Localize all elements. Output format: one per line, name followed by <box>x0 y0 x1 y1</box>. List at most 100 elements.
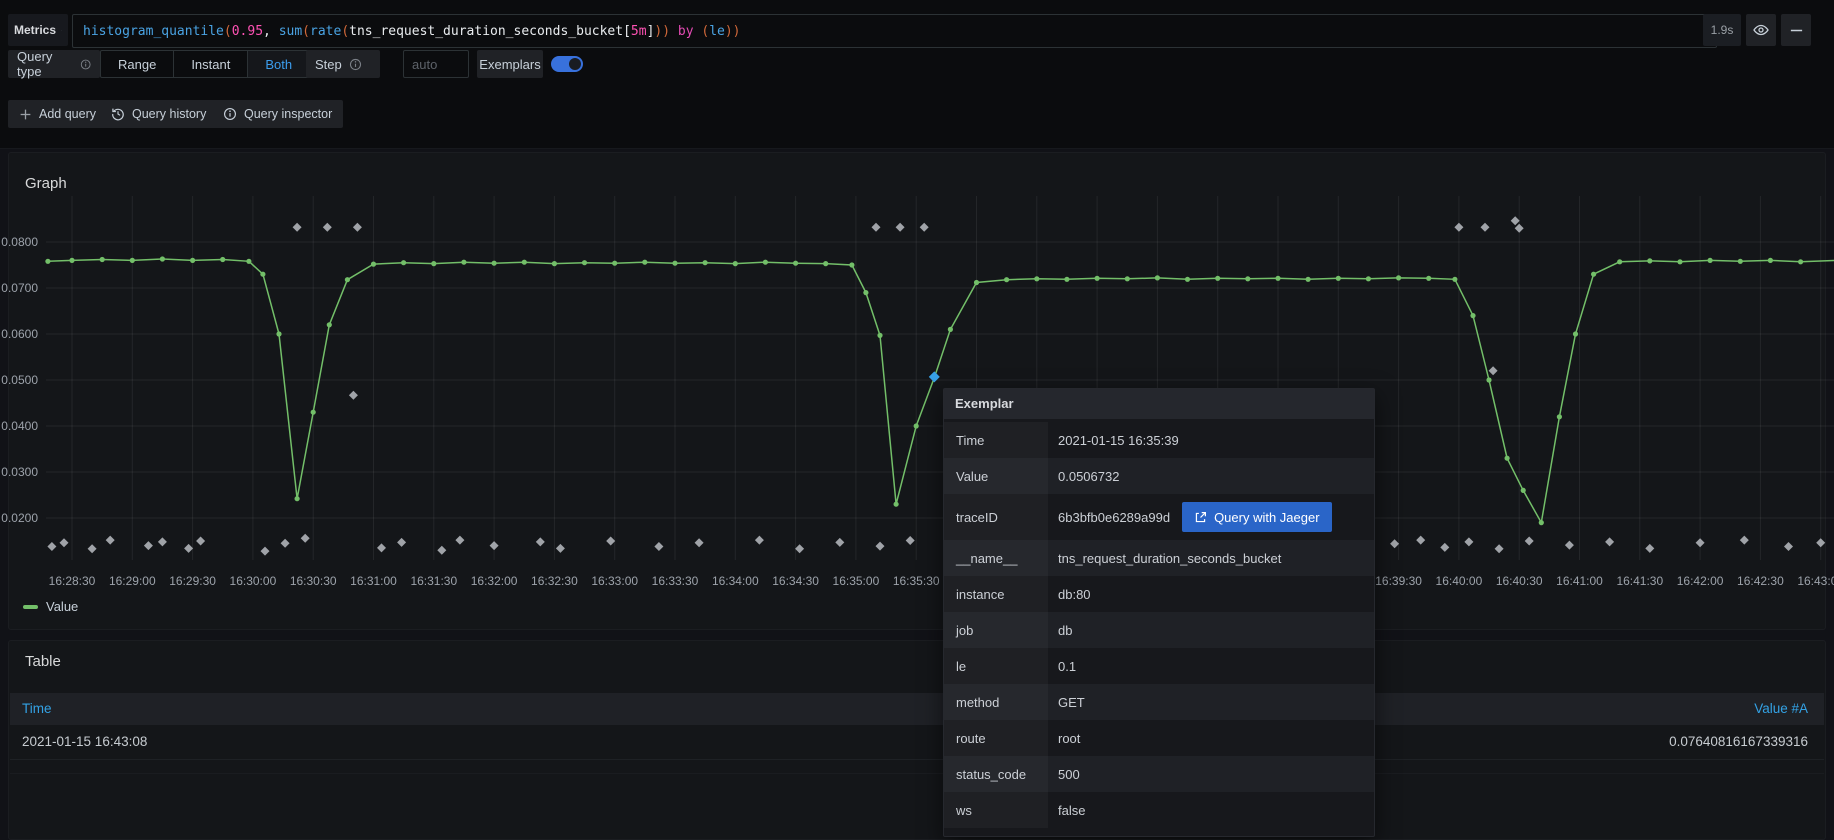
tooltip-value-text: 6b3bfb0e6289a99d <box>1058 509 1171 525</box>
tooltip-row-value: 0.0506732 <box>1048 458 1374 494</box>
exemplars-label: Exemplars <box>477 50 543 78</box>
tooltip-row: Value 0.0506732 <box>944 458 1374 494</box>
step-label: Step <box>306 50 380 78</box>
table-header-time[interactable]: Time <box>22 701 52 716</box>
query-token: 5m <box>630 23 647 39</box>
query-editor-text: histogram_quantile(0.95, sum(rate(tns_re… <box>83 24 741 39</box>
tooltip-row: status_code 500 <box>944 756 1374 792</box>
tooltip-row: __name__ tns_request_duration_seconds_buc… <box>944 540 1374 576</box>
plus-icon <box>20 109 31 119</box>
exemplars-toggle[interactable] <box>551 56 583 72</box>
query-token: )) <box>724 23 741 39</box>
query-token: ( <box>223 23 232 39</box>
tooltip-row-label: __name__ <box>944 540 1048 576</box>
step-input[interactable] <box>403 50 469 78</box>
exemplar-tooltip-rows: Time 2021-01-15 16:35:39 Value 0.0506732 tra… <box>944 419 1374 836</box>
query-type-both[interactable]: Both <box>247 51 310 77</box>
tooltip-row: job db <box>944 612 1374 648</box>
query-token: 0.95 <box>231 23 264 39</box>
query-type-range[interactable]: Range <box>101 51 173 77</box>
hide-response-button[interactable] <box>1746 14 1776 46</box>
tooltip-row-label: method <box>944 684 1048 720</box>
minus-icon <box>1790 29 1802 31</box>
tooltip-value-text: false <box>1058 802 1086 818</box>
tooltip-row-label: route <box>944 720 1048 756</box>
tooltip-value-text: 2021-01-15 16:35:39 <box>1058 432 1179 448</box>
table-panel: Table Time Value #A 2021-01-15 16:43:08 … <box>8 640 1826 840</box>
remove-query-button[interactable] <box>1781 14 1811 46</box>
tooltip-row-label: job <box>944 612 1048 648</box>
query-inspector-button[interactable]: Query inspector <box>212 100 344 128</box>
tooltip-row-label: ws <box>944 792 1048 828</box>
tooltip-row-value: tns_request_duration_seconds_bucket <box>1048 540 1374 576</box>
toggle-knob <box>569 58 581 70</box>
tooltip-row-value: 0.1 <box>1048 648 1374 684</box>
query-token: )) <box>654 23 671 39</box>
tooltip-row-label: traceID <box>944 494 1048 540</box>
query-type-instant[interactable]: Instant <box>173 51 247 77</box>
add-query-button[interactable]: Add query <box>8 100 107 128</box>
tooltip-value-text: db:80 <box>1058 586 1091 602</box>
tooltip-row-value: 6b3bfb0e6289a99d Query with Jaeger <box>1048 494 1374 540</box>
query-token: histogram_quantile <box>83 23 224 39</box>
graph-legend-item[interactable]: Value <box>23 599 78 614</box>
query-token: by <box>670 23 702 39</box>
tooltip-row-value: 500 <box>1048 756 1374 792</box>
query-token: rate <box>310 23 342 39</box>
table-panel-title: Table <box>25 653 61 670</box>
tooltip-value-text: GET <box>1058 694 1085 710</box>
tooltip-row-value: false <box>1048 792 1374 828</box>
tooltip-row: route root <box>944 720 1374 756</box>
graph-panel-title: Graph <box>25 175 67 192</box>
query-history-button[interactable]: Query history <box>100 100 218 128</box>
datasource-picker[interactable]: Metrics <box>8 14 68 46</box>
query-token: ( <box>701 23 710 39</box>
table-header-value[interactable]: Value #A <box>1754 701 1808 716</box>
tooltip-value-text: 500 <box>1058 766 1080 782</box>
query-token: ( <box>302 23 310 39</box>
datasource-label: Metrics <box>14 23 57 37</box>
tooltip-row-label: instance <box>944 576 1048 612</box>
tooltip-value-text: 0.0506732 <box>1058 468 1120 484</box>
tooltip-row: le 0.1 <box>944 648 1374 684</box>
query-type-radio-group: Range Instant Both <box>100 50 311 78</box>
query-editor[interactable]: histogram_quantile(0.95, sum(rate(tns_re… <box>72 14 1717 48</box>
query-with-jaeger-button[interactable]: Query with Jaeger <box>1182 502 1332 532</box>
history-icon <box>112 108 124 121</box>
tooltip-row: method GET <box>944 684 1374 720</box>
tooltip-row-value: db:80 <box>1048 576 1374 612</box>
query-token: ( <box>341 23 350 39</box>
chevron-down-icon <box>61 29 62 31</box>
info-icon <box>80 59 91 69</box>
tooltip-row-value: 2021-01-15 16:35:39 <box>1048 422 1374 458</box>
tooltip-row-value: GET <box>1048 684 1374 720</box>
query-token: , <box>263 23 279 39</box>
tooltip-value-text: tns_request_duration_seconds_bucket <box>1058 550 1282 566</box>
table-header-row: Time Value #A <box>10 693 1824 725</box>
tooltip-row: traceID 6b3bfb0e6289a99d Query with Jaeger <box>944 494 1374 540</box>
query-type-label: Query type <box>8 49 100 79</box>
info-icon <box>224 108 236 120</box>
tooltip-row: ws false <box>944 792 1374 828</box>
exemplars-label-text: Exemplars <box>479 56 541 72</box>
exemplar-tooltip: Exemplar Time 2021-01-15 16:35:39 Value 0.0… <box>943 388 1375 837</box>
query-duration-badge: 1.9s <box>1703 14 1741 46</box>
tooltip-value-text: db <box>1058 622 1073 638</box>
query-token: le <box>709 23 725 39</box>
tooltip-row: Time 2021-01-15 16:35:39 <box>944 422 1374 458</box>
query-history-label: Query history <box>132 107 207 121</box>
query-token: sum <box>278 23 303 39</box>
query-inspector-label: Query inspector <box>244 107 333 121</box>
tooltip-value-text: 0.1 <box>1058 658 1077 674</box>
query-type-label-text: Query type <box>17 49 53 79</box>
tooltip-row-label: Value <box>944 458 1048 494</box>
tooltip-row: instance db:80 <box>944 576 1374 612</box>
legend-series-swatch <box>23 604 38 609</box>
query-token: tns_request_duration_seconds_bucket[ <box>349 23 631 39</box>
tooltip-row-label: Time <box>944 422 1048 458</box>
tooltip-row-value: root <box>1048 720 1374 756</box>
tooltip-row-label: le <box>944 648 1048 684</box>
tooltip-row-value: db <box>1048 612 1374 648</box>
query-token: ] <box>646 23 655 39</box>
